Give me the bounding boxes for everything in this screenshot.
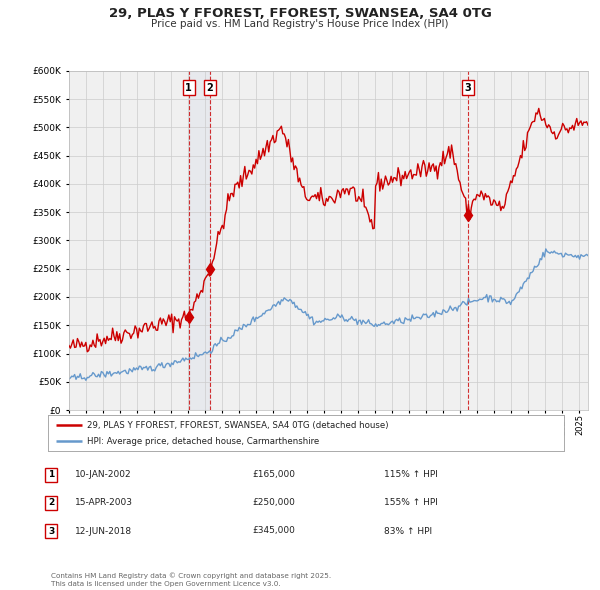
Text: 29, PLAS Y FFOREST, FFOREST, SWANSEA, SA4 0TG (detached house): 29, PLAS Y FFOREST, FFOREST, SWANSEA, SA… xyxy=(86,421,388,430)
Text: HPI: Average price, detached house, Carmarthenshire: HPI: Average price, detached house, Carm… xyxy=(86,437,319,445)
Text: 115% ↑ HPI: 115% ↑ HPI xyxy=(384,470,438,480)
Text: £345,000: £345,000 xyxy=(252,526,295,536)
Text: 2: 2 xyxy=(48,498,54,507)
Text: Contains HM Land Registry data © Crown copyright and database right 2025.
This d: Contains HM Land Registry data © Crown c… xyxy=(51,572,331,587)
Text: 1: 1 xyxy=(48,470,54,480)
Text: 83% ↑ HPI: 83% ↑ HPI xyxy=(384,526,432,536)
Text: 3: 3 xyxy=(48,526,54,536)
Text: £250,000: £250,000 xyxy=(252,498,295,507)
Text: £165,000: £165,000 xyxy=(252,470,295,480)
Text: 2: 2 xyxy=(206,83,214,93)
Bar xyxy=(189,71,210,410)
Text: 3: 3 xyxy=(464,83,472,93)
Text: Price paid vs. HM Land Registry's House Price Index (HPI): Price paid vs. HM Land Registry's House … xyxy=(151,19,449,29)
Text: 10-JAN-2002: 10-JAN-2002 xyxy=(75,470,131,480)
Text: 15-APR-2003: 15-APR-2003 xyxy=(75,498,133,507)
Text: 1: 1 xyxy=(185,83,192,93)
Text: 12-JUN-2018: 12-JUN-2018 xyxy=(75,526,132,536)
Text: 155% ↑ HPI: 155% ↑ HPI xyxy=(384,498,438,507)
Text: 29, PLAS Y FFOREST, FFOREST, SWANSEA, SA4 0TG: 29, PLAS Y FFOREST, FFOREST, SWANSEA, SA… xyxy=(109,7,491,20)
